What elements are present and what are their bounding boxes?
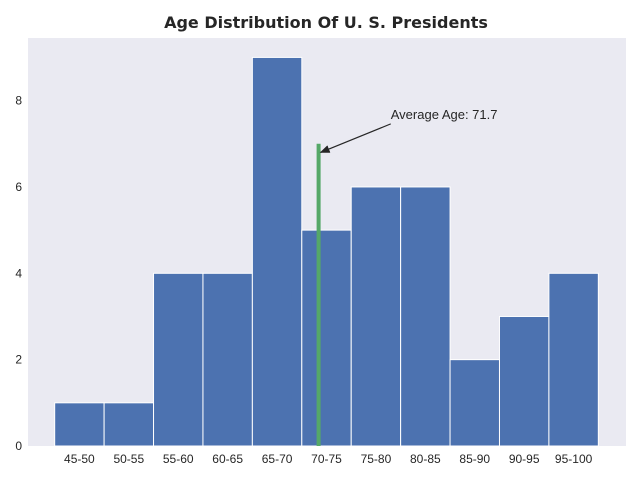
x-tick-label: 85-90 bbox=[459, 452, 490, 466]
histogram-bar bbox=[548, 272, 599, 447]
histogram-bar bbox=[153, 272, 204, 447]
histogram-bar bbox=[350, 186, 402, 447]
x-tick-label: 65-70 bbox=[262, 452, 293, 466]
histogram-bar bbox=[301, 229, 352, 447]
histogram-bar bbox=[449, 359, 500, 447]
chart-title: Age Distribution Of U. S. Presidents bbox=[164, 13, 488, 32]
histogram-bar bbox=[400, 186, 451, 447]
x-tick-label: 80-85 bbox=[410, 452, 441, 466]
x-tick-label: 45-50 bbox=[64, 452, 95, 466]
annotation-arrow bbox=[319, 123, 391, 153]
y-tick-label: 8 bbox=[15, 94, 22, 108]
x-tick-label: 50-55 bbox=[113, 452, 144, 466]
histogram-bar bbox=[251, 56, 303, 447]
histogram-bar bbox=[103, 402, 155, 447]
histogram-bar bbox=[202, 272, 253, 447]
y-tick-label: 2 bbox=[15, 353, 22, 367]
annotation-text: Average Age: 71.7 bbox=[391, 107, 498, 122]
histogram-bar bbox=[54, 402, 105, 447]
x-tick-label: 55-60 bbox=[163, 452, 194, 466]
histogram-bar bbox=[498, 315, 550, 447]
y-tick-label: 6 bbox=[15, 180, 22, 194]
x-tick-label: 75-80 bbox=[361, 452, 392, 466]
x-tick-label: 70-75 bbox=[311, 452, 342, 466]
x-tick-label: 60-65 bbox=[212, 452, 243, 466]
x-tick-label: 90-95 bbox=[509, 452, 540, 466]
y-tick-label: 0 bbox=[15, 439, 22, 453]
x-tick-label: 95-100 bbox=[555, 452, 593, 466]
y-tick-label: 4 bbox=[15, 266, 22, 280]
